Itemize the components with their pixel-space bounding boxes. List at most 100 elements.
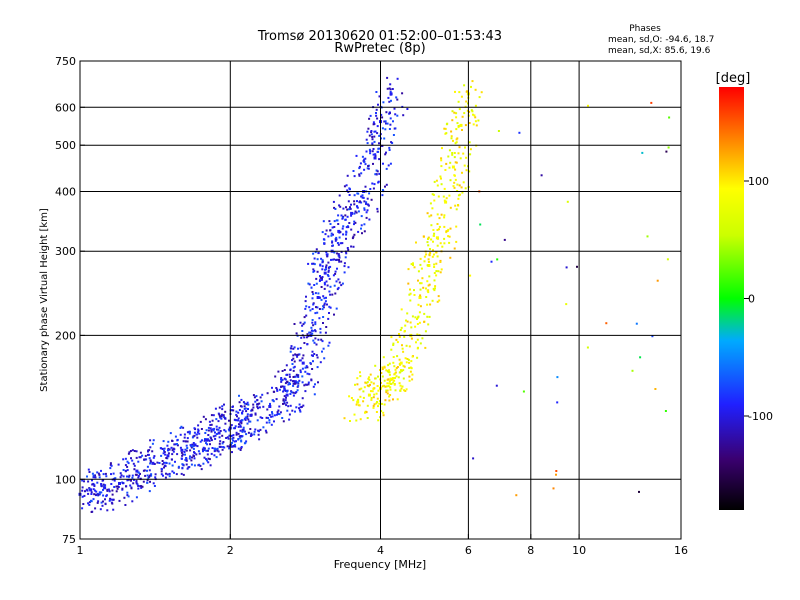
data-point (393, 365, 396, 368)
data-point (450, 135, 453, 138)
data-point (479, 223, 482, 226)
data-point (576, 265, 578, 268)
data-point (365, 382, 368, 385)
data-point (315, 277, 318, 280)
data-point (353, 194, 356, 197)
data-point (258, 402, 261, 405)
data-point (228, 434, 231, 437)
data-point (314, 251, 317, 254)
data-point (171, 464, 174, 467)
data-point (421, 277, 424, 280)
data-point (362, 396, 365, 399)
data-point (154, 473, 157, 476)
data-point (203, 447, 206, 450)
data-point (427, 258, 430, 261)
data-point (453, 174, 456, 177)
data-point (468, 110, 471, 113)
x-tick-label: 8 (527, 544, 534, 557)
data-point (376, 401, 378, 403)
data-point (153, 485, 156, 487)
data-point (303, 316, 306, 319)
data-point (236, 415, 238, 418)
data-point (466, 109, 469, 112)
data-point (184, 440, 187, 443)
data-point (326, 255, 329, 258)
data-point (375, 108, 378, 111)
data-point (215, 418, 218, 421)
data-point (366, 209, 369, 212)
data-point (164, 465, 167, 468)
data-point (503, 238, 506, 241)
data-point (238, 401, 241, 404)
data-point (81, 507, 84, 510)
data-point (319, 275, 321, 277)
data-point (363, 386, 366, 389)
data-point (427, 284, 430, 287)
data-point (357, 230, 360, 233)
data-point (353, 233, 356, 236)
data-point (416, 318, 418, 320)
data-point (81, 495, 84, 498)
data-point (312, 339, 315, 342)
data-point (322, 347, 325, 350)
data-point (454, 178, 457, 181)
data-point (273, 420, 275, 423)
data-point (140, 485, 143, 488)
data-point (447, 228, 450, 231)
data-point (247, 408, 249, 410)
data-point (341, 242, 344, 245)
data-point (283, 395, 286, 398)
data-point (439, 261, 442, 263)
data-point (321, 350, 323, 353)
data-point (474, 120, 477, 123)
data-point (110, 498, 113, 501)
data-point (102, 488, 104, 491)
data-point (283, 389, 286, 392)
data-point (284, 382, 287, 385)
data-point (235, 433, 238, 436)
data-point (359, 395, 362, 398)
data-point (171, 470, 174, 473)
data-point (180, 457, 183, 460)
data-point (396, 398, 399, 401)
data-point (129, 479, 132, 482)
data-point (165, 457, 168, 459)
data-point (371, 390, 374, 393)
data-point (380, 113, 383, 116)
data-point (366, 130, 369, 133)
data-point (185, 459, 188, 462)
data-point (192, 442, 195, 444)
data-point (335, 259, 338, 261)
data-point (363, 230, 366, 233)
data-point (317, 338, 320, 341)
data-point (313, 257, 316, 260)
data-point (338, 256, 341, 259)
data-point (345, 237, 347, 240)
data-point (147, 449, 150, 452)
data-point (292, 394, 295, 397)
data-point (148, 490, 151, 493)
data-point (137, 487, 140, 490)
data-point (473, 114, 476, 117)
data-point (381, 189, 384, 191)
data-point (304, 300, 307, 303)
data-point (321, 259, 324, 262)
data-point (285, 373, 288, 376)
data-point (426, 315, 429, 318)
data-point (345, 231, 348, 234)
data-point (255, 395, 258, 398)
data-point (436, 213, 439, 216)
data-point (273, 390, 276, 393)
data-point (132, 462, 135, 465)
data-point (364, 185, 367, 188)
data-point (285, 404, 288, 407)
data-point (378, 172, 381, 175)
data-point (146, 479, 149, 482)
data-point (665, 150, 668, 153)
y-tick-label: 750 (55, 55, 76, 68)
data-point (292, 384, 295, 387)
data-point (335, 307, 338, 310)
data-point (325, 251, 328, 254)
data-point (362, 196, 365, 199)
data-point (218, 436, 221, 439)
